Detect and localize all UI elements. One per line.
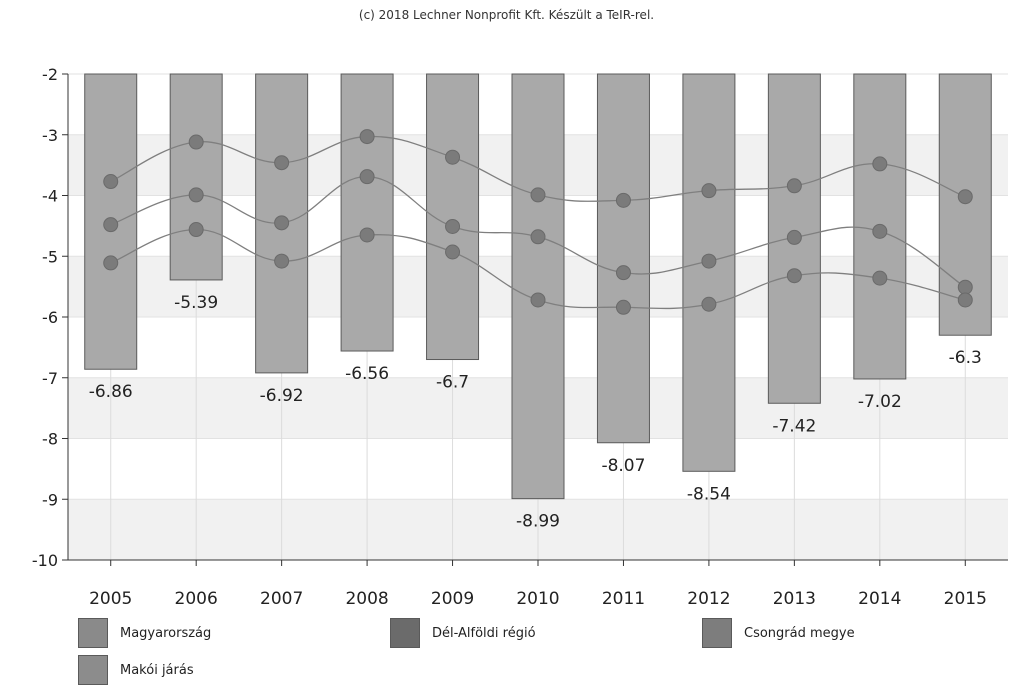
bar-data-label: -7.02 <box>858 392 902 412</box>
bar-data-label: -8.07 <box>601 456 645 476</box>
series-point <box>274 253 290 269</box>
series-point <box>701 183 717 199</box>
series-point <box>103 217 119 233</box>
y-tick-label: -5 <box>42 247 58 266</box>
bar-data-label: -6.3 <box>949 348 982 368</box>
series-point <box>445 244 461 260</box>
series-point <box>786 229 802 245</box>
bar <box>340 73 394 352</box>
series-point <box>188 222 204 238</box>
series-point <box>359 129 375 145</box>
bar-data-label: -8.99 <box>516 512 560 532</box>
series-point <box>615 192 631 208</box>
x-tick-label: 2011 <box>602 589 645 609</box>
bar <box>682 73 736 472</box>
legend-swatch <box>78 618 108 648</box>
series-point <box>615 265 631 281</box>
bar-data-label: -8.54 <box>687 484 731 504</box>
series-point <box>701 253 717 269</box>
series-point <box>359 227 375 243</box>
series-point <box>615 299 631 315</box>
series-point <box>530 187 546 203</box>
bar <box>511 73 565 500</box>
series-point <box>872 223 888 239</box>
x-tick-label: 2007 <box>260 589 303 609</box>
y-tick-label: -3 <box>42 126 58 145</box>
series-point <box>957 279 973 295</box>
series-point <box>957 189 973 205</box>
x-tick-label: 2005 <box>89 589 132 609</box>
legend-item[interactable]: Makói járás <box>78 655 194 685</box>
series-point <box>445 149 461 165</box>
chart-credit: (c) 2018 Lechner Nonprofit Kft. Készült … <box>358 8 655 22</box>
series-point <box>103 255 119 271</box>
x-tick-label: 2012 <box>687 589 730 609</box>
legend-label: Csongrád megye <box>744 625 855 641</box>
legend-item[interactable]: Magyarország <box>78 618 211 648</box>
bar-data-label: -6.7 <box>436 373 469 393</box>
x-tick-label: 2006 <box>175 589 218 609</box>
legend-label: Makói járás <box>120 662 194 678</box>
bar <box>426 73 480 361</box>
series-point <box>530 292 546 308</box>
series-point <box>359 169 375 185</box>
y-tick-label: -6 <box>42 308 58 327</box>
legend-item[interactable]: Csongrád megye <box>702 618 855 648</box>
series-point <box>530 229 546 245</box>
y-tick-label: -4 <box>42 187 58 206</box>
series-point <box>188 187 204 203</box>
bar <box>596 73 650 444</box>
bar-data-label: -6.56 <box>345 364 389 384</box>
series-point <box>274 155 290 171</box>
y-tick-label: -8 <box>42 430 58 449</box>
bar <box>169 73 223 281</box>
legend-label: Dél-Alföldi régió <box>432 625 536 641</box>
bar-data-label: -7.42 <box>772 416 816 436</box>
series-point <box>103 174 119 190</box>
y-tick-label: -9 <box>42 490 58 509</box>
x-tick-label: 2009 <box>431 589 474 609</box>
series-point <box>786 178 802 194</box>
legend-swatch <box>78 655 108 685</box>
series-point <box>274 215 290 231</box>
series-point <box>872 156 888 172</box>
x-tick-label: 2008 <box>345 589 388 609</box>
bar-data-label: -6.92 <box>260 386 304 406</box>
x-tick-label: 2015 <box>944 589 987 609</box>
bar-data-label: -6.86 <box>89 382 133 402</box>
series-point <box>445 218 461 234</box>
x-tick-label: 2013 <box>773 589 816 609</box>
x-tick-label: 2014 <box>858 589 901 609</box>
series-point <box>701 296 717 312</box>
series-point <box>188 134 204 150</box>
series-point <box>872 270 888 286</box>
x-tick-label: 2010 <box>516 589 559 609</box>
bar-data-label: -5.39 <box>174 293 218 313</box>
y-tick-label: -10 <box>32 551 58 570</box>
series-point <box>957 292 973 308</box>
y-tick-label: -7 <box>42 369 58 388</box>
y-tick-label: -2 <box>42 65 58 84</box>
series-point <box>786 268 802 284</box>
legend-item[interactable]: Dél-Alföldi régió <box>390 618 536 648</box>
legend-swatch <box>702 618 732 648</box>
legend-swatch <box>390 618 420 648</box>
legend-label: Magyarország <box>120 625 212 641</box>
